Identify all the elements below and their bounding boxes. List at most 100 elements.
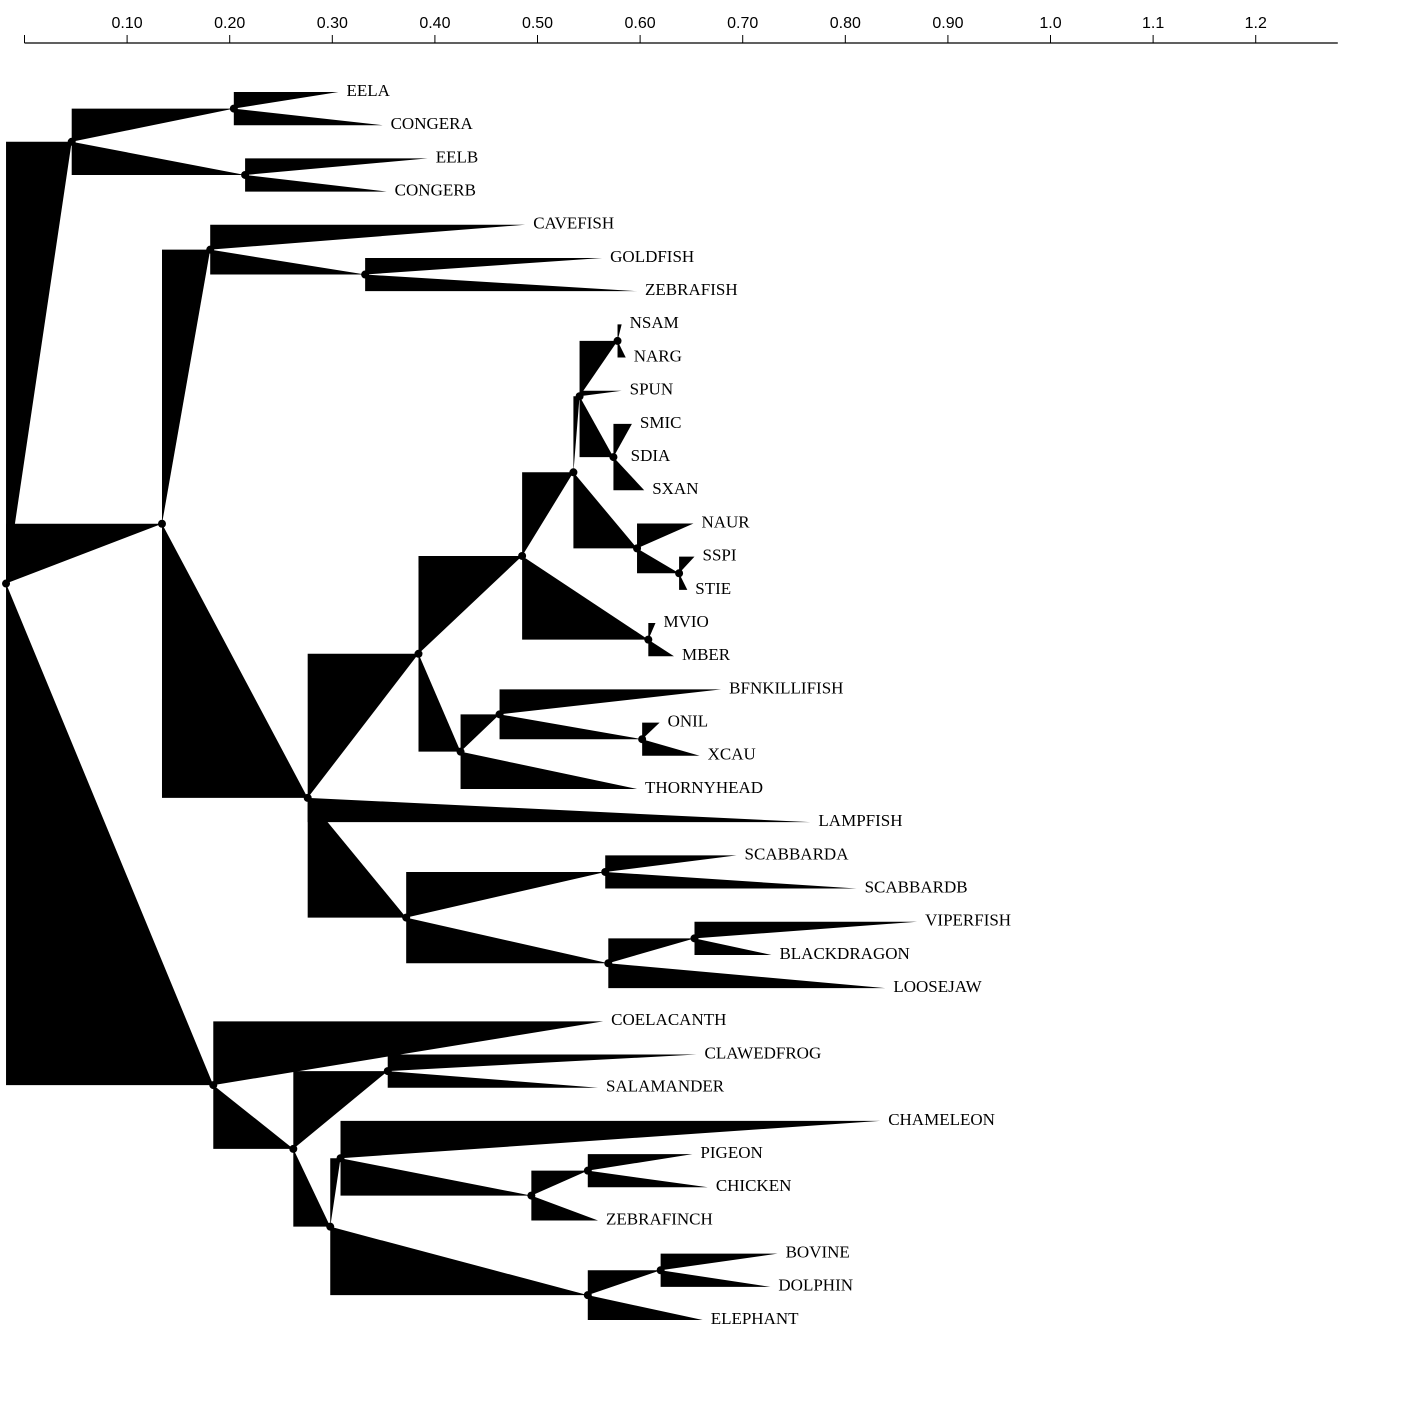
branch bbox=[522, 555, 649, 640]
branch bbox=[418, 653, 461, 752]
branch bbox=[679, 573, 688, 590]
tick-label: 0.80 bbox=[830, 15, 861, 32]
node-dot bbox=[575, 392, 584, 401]
tick-label: 1.0 bbox=[1039, 15, 1061, 32]
tick-label: 0.40 bbox=[419, 15, 450, 32]
leaf-label: GOLDFISH bbox=[610, 247, 694, 266]
branch bbox=[648, 639, 674, 657]
branch bbox=[694, 921, 918, 939]
node-dot bbox=[609, 453, 618, 462]
branch bbox=[605, 855, 737, 872]
branch bbox=[213, 1021, 604, 1086]
node-dot bbox=[613, 336, 622, 345]
leaf-label: NAUR bbox=[701, 512, 750, 531]
tick-label: 0.60 bbox=[625, 15, 656, 32]
leaf-label: CONGERB bbox=[395, 180, 476, 199]
node-dot bbox=[326, 1222, 335, 1231]
tick-label: 0.50 bbox=[522, 15, 553, 32]
leaf-label: ZEBRAFISH bbox=[645, 280, 738, 299]
branch bbox=[617, 324, 622, 341]
node-dot bbox=[361, 270, 370, 279]
node-dot bbox=[229, 104, 238, 113]
node-dot bbox=[336, 1154, 345, 1163]
node-dot bbox=[601, 867, 610, 876]
node-dot bbox=[2, 579, 11, 588]
branch bbox=[460, 714, 500, 752]
branch bbox=[660, 1270, 771, 1287]
node-dot bbox=[656, 1266, 665, 1275]
node-dot bbox=[157, 519, 166, 528]
branch bbox=[418, 555, 523, 654]
branch bbox=[579, 340, 618, 397]
leaf-label: BFNKILLIFISH bbox=[729, 678, 843, 697]
branch bbox=[637, 548, 680, 574]
branch bbox=[660, 1253, 778, 1271]
branch bbox=[573, 472, 638, 549]
branch bbox=[579, 396, 614, 458]
branch bbox=[365, 274, 638, 292]
branch bbox=[6, 523, 162, 584]
node-dot bbox=[644, 635, 653, 644]
branch bbox=[340, 1120, 881, 1159]
node-dot bbox=[414, 649, 423, 658]
branch bbox=[587, 1270, 661, 1296]
branch bbox=[233, 108, 383, 126]
leaf-label: XCAU bbox=[708, 745, 756, 764]
tick-label: 1.2 bbox=[1245, 15, 1267, 32]
branch bbox=[307, 653, 419, 798]
branch bbox=[460, 751, 638, 789]
branch bbox=[245, 174, 387, 192]
branch bbox=[608, 963, 886, 989]
node-dot bbox=[638, 735, 647, 744]
branch bbox=[608, 938, 695, 964]
branch bbox=[210, 224, 526, 250]
node-dot bbox=[402, 913, 411, 922]
branch bbox=[71, 108, 234, 142]
node-dot bbox=[583, 1291, 592, 1300]
node-dot bbox=[206, 245, 215, 254]
node-dot bbox=[456, 747, 465, 756]
node-dot bbox=[633, 544, 642, 553]
node-dot bbox=[209, 1081, 218, 1090]
leaf-label: SXAN bbox=[652, 479, 698, 498]
leaf-label: COELACANTH bbox=[611, 1010, 726, 1029]
branch bbox=[522, 472, 574, 556]
branch bbox=[613, 457, 645, 491]
tick-label: 0.10 bbox=[112, 15, 143, 32]
node-dot bbox=[569, 468, 578, 477]
leaf-label: SSPI bbox=[702, 546, 736, 565]
node-dot bbox=[289, 1144, 298, 1153]
branch bbox=[340, 1158, 532, 1196]
branch bbox=[161, 249, 211, 524]
nodes bbox=[2, 104, 699, 1300]
leaf-label: SCABBARDA bbox=[745, 844, 850, 863]
node-dot bbox=[690, 934, 699, 943]
node-dot bbox=[67, 137, 76, 146]
branch bbox=[587, 1154, 693, 1171]
leaf-label: LAMPFISH bbox=[818, 811, 902, 830]
branch bbox=[573, 396, 580, 473]
leaf-label: MBER bbox=[682, 645, 731, 664]
branch bbox=[613, 423, 632, 458]
branch bbox=[587, 1295, 703, 1321]
node-dot bbox=[583, 1166, 592, 1175]
branch bbox=[679, 556, 695, 574]
branch bbox=[648, 623, 656, 640]
branch bbox=[330, 1226, 588, 1296]
tick-label: 0.20 bbox=[214, 15, 245, 32]
leaf-label: NSAM bbox=[630, 313, 679, 332]
node-dot bbox=[495, 710, 504, 719]
branch bbox=[605, 871, 857, 889]
branch bbox=[245, 158, 428, 175]
branch bbox=[307, 797, 811, 823]
leaf-label: SALAMANDER bbox=[606, 1077, 725, 1096]
branch bbox=[293, 1148, 331, 1227]
branch bbox=[406, 917, 609, 964]
leaf-label: PIGEON bbox=[700, 1143, 762, 1162]
node-dot bbox=[241, 170, 250, 179]
leaf-label: ONIL bbox=[668, 712, 709, 731]
branch bbox=[499, 714, 643, 740]
leaf-label: BLACKDRAGON bbox=[779, 944, 909, 963]
